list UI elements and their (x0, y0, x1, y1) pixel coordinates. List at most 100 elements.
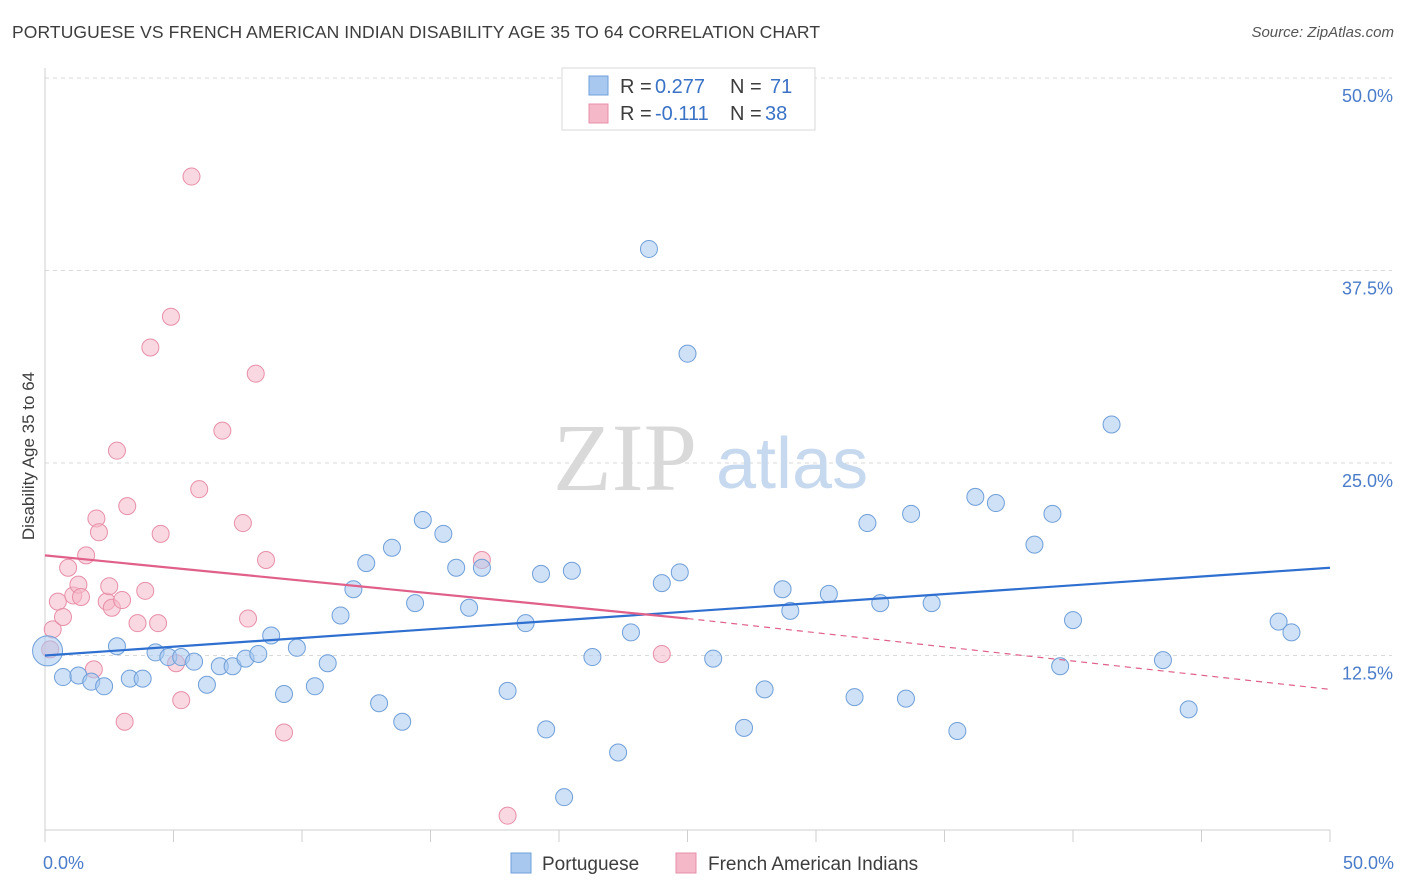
portuguese-trendline (44, 566, 1331, 657)
portuguese-point (555, 788, 574, 807)
portuguese-point (472, 558, 491, 577)
portuguese-point (413, 510, 432, 529)
bottom-legend: Portuguese French American Indians (510, 852, 918, 875)
portuguese-point (896, 689, 915, 708)
french-american-indians-point (89, 523, 108, 542)
portuguese-point (393, 712, 412, 731)
bottom-legend-label-french-american-indians: French American Indians (708, 854, 918, 875)
portuguese-point (966, 487, 985, 506)
portuguese-point (1282, 623, 1301, 642)
legend-n-label-1: N = (730, 76, 762, 98)
portuguese-point (249, 644, 268, 663)
french-american-indians-point (128, 614, 147, 633)
watermark-zip: ZIP (553, 404, 697, 511)
portuguese-point (95, 677, 114, 696)
french-american-indians-point (141, 338, 160, 357)
portuguese-point (318, 654, 337, 673)
french-american-indians-point (257, 551, 276, 570)
portuguese-point (197, 675, 216, 694)
watermark-atlas: atlas (716, 424, 868, 504)
french-american-indians-point (151, 524, 170, 543)
portuguese-point (1064, 611, 1082, 630)
portuguese-point (902, 504, 921, 523)
french-american-indians-point (213, 421, 232, 440)
chart-title: PORTUGUESE VS FRENCH AMERICAN INDIAN DIS… (12, 22, 821, 42)
portuguese-point (755, 680, 774, 699)
french-american-indians-point (118, 497, 137, 516)
portuguese-point (1025, 535, 1044, 554)
french-american-indians-point (652, 644, 671, 663)
french-american-indians-point (115, 712, 134, 731)
series-portuguese (32, 239, 1301, 807)
legend-r-value-1: 0.277 (655, 76, 705, 98)
french-american-indians-point (498, 806, 517, 825)
x-tick-label-min: 0.0% (43, 853, 84, 873)
portuguese-point (305, 677, 324, 696)
french-american-indians-point (136, 581, 155, 600)
x-ticks (44, 830, 1331, 842)
portuguese-point (621, 623, 640, 642)
french-american-indians-point (233, 514, 252, 533)
portuguese-point (331, 606, 350, 625)
portuguese-point (609, 743, 628, 762)
portuguese-point (107, 637, 126, 656)
french-american-indians-point (149, 614, 168, 633)
portuguese-point (382, 538, 401, 557)
portuguese-point (1102, 415, 1121, 434)
french-american-indians-point (246, 364, 265, 383)
portuguese-point (1269, 612, 1288, 631)
french-american-indians-point (275, 723, 294, 742)
french-american-indians-trendline (44, 554, 688, 620)
portuguese-point (652, 574, 671, 593)
portuguese-point (370, 694, 389, 713)
portuguese-point (845, 688, 864, 707)
french-american-indians-point (77, 546, 96, 565)
legend-swatch-portuguese (588, 75, 609, 96)
legend-n-value-1: 71 (770, 76, 792, 98)
portuguese-point (858, 514, 877, 533)
french-american-indians-point (239, 609, 258, 628)
portuguese-point (583, 648, 602, 667)
legend-n-value-2: 38 (765, 103, 787, 125)
french-american-indians-point (161, 307, 180, 326)
portuguese-point (434, 524, 453, 543)
french-american-indians-point (100, 577, 119, 596)
portuguese-point (133, 669, 152, 688)
portuguese-point (32, 635, 64, 667)
portuguese-point (287, 638, 306, 657)
portuguese-point (781, 601, 800, 620)
legend-r-label-1: R = (620, 76, 652, 98)
y-tick-label: 12.5% (1342, 664, 1393, 684)
french-american-indians-point (113, 591, 132, 610)
french-american-indians-point (107, 441, 126, 460)
source-label: Source: ZipAtlas.com (1251, 24, 1394, 41)
y-tick-label: 25.0% (1342, 471, 1393, 491)
y-tick-labels: 12.5% 25.0% 37.5% 50.0% (1342, 86, 1393, 684)
portuguese-point (357, 554, 376, 573)
portuguese-point (670, 563, 689, 582)
legend-r-value-2: -0.111 (655, 103, 709, 125)
bottom-legend-swatch-french-american-indians (675, 852, 697, 874)
trendlines (44, 554, 1331, 690)
portuguese-point (275, 685, 294, 703)
watermark: ZIP atlas (553, 404, 868, 511)
legend-swatch-french-american-indians (588, 103, 609, 124)
portuguese-point (537, 720, 556, 739)
legend-n-label-2: N = (730, 103, 762, 125)
french-american-indians-point (190, 480, 209, 499)
legend: R = 0.277 N = 71 R = -0.111 N = 38 (561, 67, 816, 131)
french-american-indians-point (59, 558, 78, 577)
bottom-legend-label-portuguese: Portuguese (542, 854, 639, 875)
portuguese-point (922, 594, 941, 613)
french-american-indians-point (182, 167, 201, 186)
y-axis-label: Disability Age 35 to 64 (19, 372, 38, 540)
french-american-indians-point (172, 691, 191, 710)
portuguese-point (639, 239, 658, 258)
portuguese-point (498, 681, 517, 700)
portuguese-point (53, 668, 72, 687)
y-tick-label: 50.0% (1342, 86, 1393, 106)
gridlines (45, 77, 1392, 656)
french-american-indians-point (53, 608, 72, 626)
portuguese-point (344, 580, 363, 599)
